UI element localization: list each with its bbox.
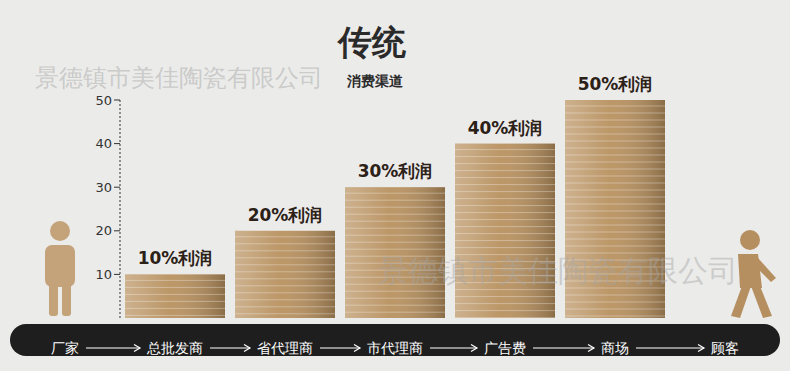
svg-text:市代理商: 市代理商 <box>367 340 423 356</box>
html-text:景德镇市美佳陶瓷有限公司: 景德镇市美佳陶瓷有限公司 <box>35 64 323 92</box>
html-text:消费渠道: 消费渠道 <box>347 73 403 89</box>
svg-text:10%利润: 10%利润 <box>138 248 213 268</box>
svg-text:总批发商: 总批发商 <box>146 340 203 356</box>
svg-text:40: 40 <box>95 136 112 151</box>
svg-text:广告费: 广告费 <box>484 340 526 356</box>
svg-text:20: 20 <box>95 223 112 238</box>
html-text:传统: 传统 <box>338 22 406 62</box>
svg-text:顾客: 顾客 <box>711 340 739 356</box>
svg-text:厂家: 厂家 <box>51 340 79 356</box>
html-text:景德镇市美佳陶瓷有限公司: 景德镇市美佳陶瓷有限公司 <box>378 253 738 288</box>
svg-text:50: 50 <box>95 93 112 108</box>
svg-text:省代理商: 省代理商 <box>257 340 313 356</box>
svg-text:30%利润: 30%利润 <box>358 161 433 181</box>
svg-text:20%利润: 20%利润 <box>248 205 323 225</box>
svg-text:商场: 商场 <box>601 340 629 356</box>
svg-text:50%利润: 50%利润 <box>578 74 653 94</box>
svg-text:30: 30 <box>95 180 112 195</box>
svg-text:40%利润: 40%利润 <box>468 118 543 138</box>
svg-text:10: 10 <box>95 267 112 282</box>
